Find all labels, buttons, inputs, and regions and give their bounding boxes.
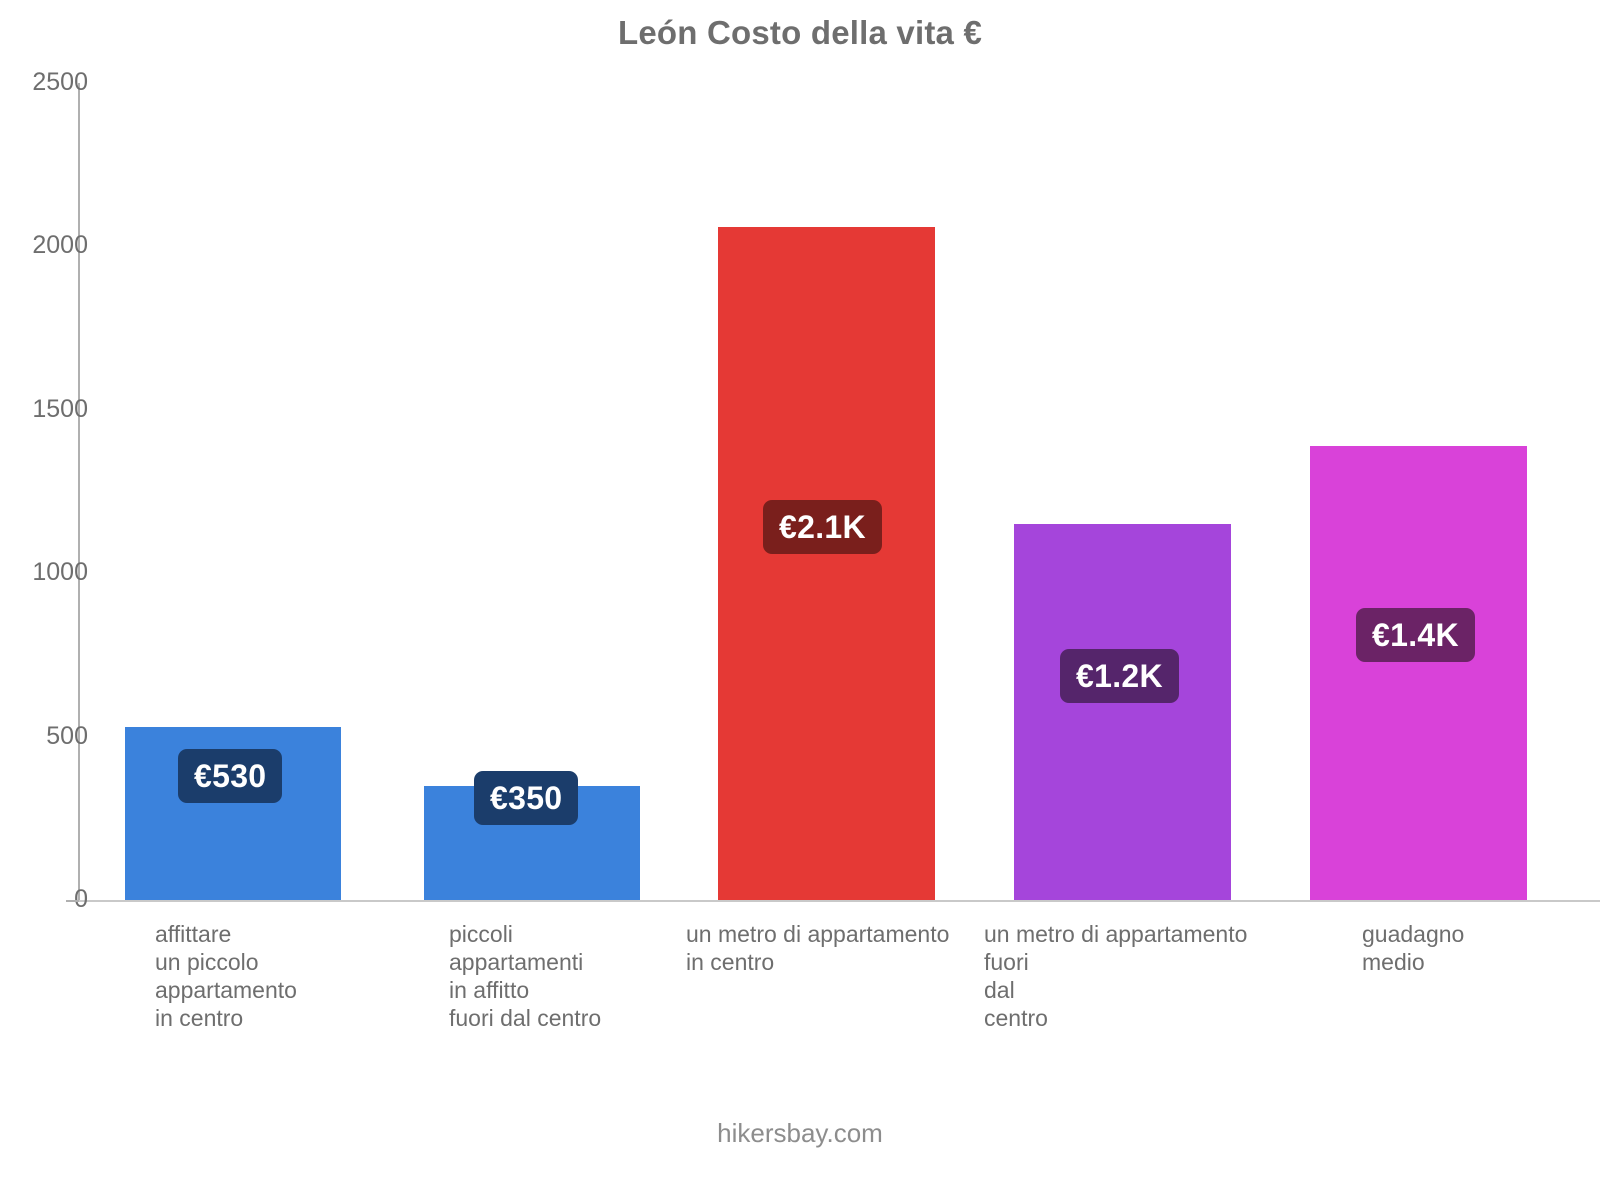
y-axis-tick-label: 2500 <box>32 68 88 96</box>
y-axis-tick-mark <box>66 900 79 902</box>
bar-value-label-2: €350 <box>474 771 579 825</box>
y-axis-tick-label: 1000 <box>32 558 88 587</box>
bar-4[interactable] <box>1014 524 1231 900</box>
x-axis-category-label-5: guadagno medio <box>1362 921 1465 976</box>
bar-value-label-4: €1.2K <box>1060 649 1179 703</box>
bar-value-label-1: €530 <box>178 749 283 803</box>
x-axis-category-label-3: un metro di appartamento in centro <box>686 921 950 976</box>
bar-3[interactable] <box>718 226 935 900</box>
bar-value-label-5: €1.4K <box>1356 608 1475 662</box>
x-axis-category-label-4: un metro di appartamento fuori dal centr… <box>984 921 1248 1032</box>
y-axis-tick-label: 500 <box>46 721 88 750</box>
chart-title: León Costo della vita € <box>617 14 982 51</box>
y-axis-tick-label: 2000 <box>32 231 88 260</box>
x-axis-category-label-1: affittare un piccolo appartamento in cen… <box>155 921 297 1032</box>
footer-attribution: hikersbay.com <box>717 1118 883 1148</box>
y-axis-line <box>78 83 80 901</box>
y-axis-tick-label: 0 <box>74 885 88 913</box>
y-axis-tick-label: 1500 <box>32 394 88 423</box>
bar-5[interactable] <box>1310 445 1527 900</box>
x-axis-category-label-2: piccoli appartamenti in affitto fuori da… <box>449 921 602 1032</box>
x-axis-line <box>66 900 1600 902</box>
bar-value-label-3: €2.1K <box>763 500 882 554</box>
